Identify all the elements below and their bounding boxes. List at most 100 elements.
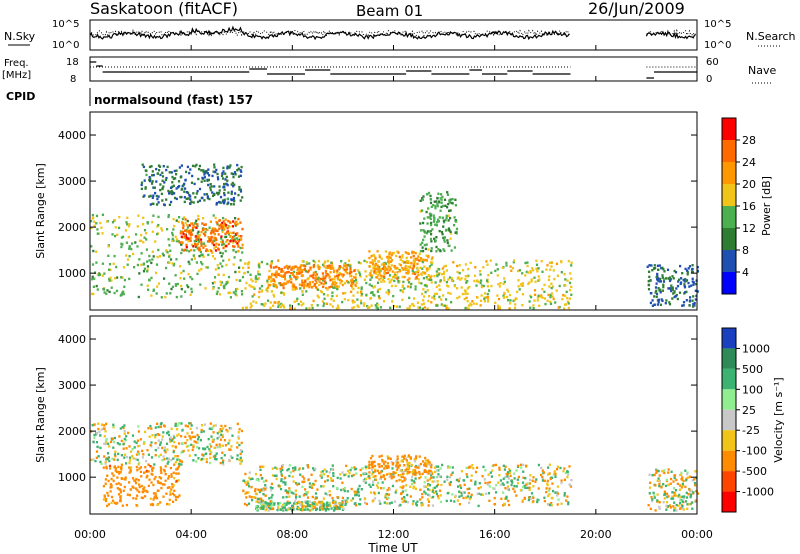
- velocity-cell: [176, 424, 179, 428]
- power-cell: [535, 263, 539, 266]
- power-cell: [329, 271, 332, 274]
- power-cell: [109, 276, 112, 279]
- power-cell: [446, 241, 449, 245]
- power-cell: [288, 280, 291, 283]
- velocity-cell: [323, 468, 326, 471]
- power-cell: [372, 293, 375, 296]
- power-cell: [383, 271, 386, 275]
- power-cell: [246, 270, 249, 274]
- power-cell: [380, 257, 383, 260]
- velocity-cell: [202, 430, 205, 433]
- power-cell: [230, 231, 233, 235]
- power-cell: [194, 165, 197, 168]
- power-cell: [267, 286, 270, 289]
- velocity-cell: [228, 448, 231, 451]
- power-cell: [665, 299, 668, 302]
- velocity-cell: [342, 502, 345, 505]
- velocity-cell: [254, 496, 257, 499]
- power-cell: [304, 280, 307, 283]
- power-cell: [152, 214, 155, 217]
- velocity-cell: [156, 433, 159, 436]
- power-cell: [419, 222, 422, 225]
- velocity-cell: [349, 468, 352, 472]
- velocity-cell: [159, 425, 162, 429]
- velocity-cell: [147, 470, 150, 473]
- power-cell: [352, 301, 355, 304]
- power-cell: [250, 285, 253, 288]
- velocity-cell: [144, 430, 147, 434]
- velocity-cell: [523, 497, 526, 500]
- velocity-cell: [389, 472, 392, 476]
- velocity-cell: [391, 463, 394, 466]
- velocity-cell: [167, 460, 170, 463]
- power-cell: [365, 293, 368, 297]
- power-cell: [312, 264, 316, 268]
- power-cell: [430, 258, 433, 261]
- power-cell: [507, 299, 510, 302]
- velocity-cell: [237, 431, 240, 434]
- power-cell: [100, 226, 103, 229]
- power-cell: [291, 266, 294, 270]
- power-cell: [227, 231, 230, 234]
- power-cell: [239, 246, 242, 250]
- velocity-cell: [192, 446, 195, 449]
- power-cell: [423, 306, 426, 309]
- power-cell: [178, 216, 181, 219]
- velocity-cell: [117, 465, 120, 469]
- velocity-cell: [274, 466, 277, 469]
- power-cell: [398, 263, 401, 266]
- power-cell: [215, 242, 218, 245]
- power-cell: [653, 295, 656, 298]
- power-cell: [130, 247, 133, 251]
- power-cell: [440, 201, 443, 204]
- power-cell: [443, 238, 446, 241]
- power-cell: [161, 229, 164, 232]
- power-cell: [215, 203, 218, 206]
- velocity-cell: [210, 427, 213, 431]
- power-cell: [415, 275, 418, 279]
- power-cell: [368, 273, 371, 277]
- power-cell: [283, 293, 286, 296]
- velocity-cell: [141, 496, 145, 500]
- velocity-cell: [267, 504, 270, 508]
- velocity-cell: [271, 501, 274, 504]
- velocity-cell: [392, 462, 395, 465]
- power-cell: [512, 299, 515, 303]
- power-cell: [269, 306, 272, 310]
- velocity-cell: [154, 436, 157, 439]
- power-cell: [332, 281, 335, 284]
- power-cell: [353, 279, 356, 283]
- power-cell: [102, 288, 105, 291]
- power-cell: [538, 278, 541, 281]
- velocity-cell: [450, 473, 453, 476]
- power-cell: [142, 263, 145, 266]
- power-cell: [406, 285, 410, 288]
- power-cell: [213, 193, 216, 196]
- power-cell: [365, 275, 368, 278]
- power-cell: [487, 298, 490, 301]
- power-cell: [375, 268, 378, 271]
- power-cell: [210, 235, 213, 239]
- velocity-cell: [546, 503, 550, 506]
- power-cell: [430, 247, 433, 250]
- power-cell: [442, 265, 446, 268]
- power-cell: [177, 186, 180, 189]
- power-cell: [212, 170, 215, 173]
- velocity-cell: [145, 460, 148, 463]
- velocity-cell: [468, 487, 471, 490]
- power-cell: [549, 295, 552, 299]
- power-cell: [168, 261, 171, 264]
- power-cell: [247, 266, 250, 269]
- power-cell: [536, 299, 539, 302]
- power-cell: [430, 205, 433, 208]
- power-cell: [159, 183, 162, 186]
- power-cell: [169, 258, 173, 261]
- velocity-cell: [502, 477, 505, 480]
- power-cell: [216, 172, 219, 176]
- power-cell: [191, 174, 194, 178]
- velocity-cell: [104, 482, 107, 485]
- power-cell: [692, 283, 695, 286]
- velocity-cell: [318, 501, 321, 504]
- velocity-cell: [529, 497, 532, 500]
- power-cell: [486, 279, 489, 282]
